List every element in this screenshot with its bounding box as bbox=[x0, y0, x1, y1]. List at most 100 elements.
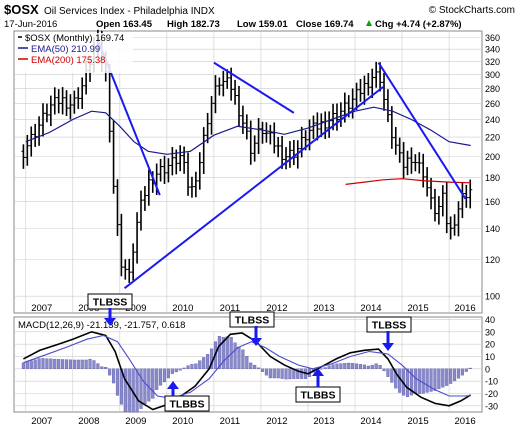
annotation-label: TLBSS bbox=[372, 320, 406, 332]
macd-histogram-bar bbox=[182, 367, 186, 369]
price-tick-label: 340 bbox=[485, 45, 500, 55]
macd-histogram-bar bbox=[100, 366, 104, 369]
macd-histogram-bar bbox=[237, 346, 241, 369]
macd-histogram-bar bbox=[374, 363, 378, 369]
macd-histogram-bar bbox=[300, 368, 304, 379]
macd-year-label: 2013 bbox=[313, 416, 334, 427]
macd-histogram-bar bbox=[288, 368, 292, 380]
price-year-label: 2009 bbox=[125, 303, 146, 314]
macd-histogram-bar bbox=[112, 368, 116, 384]
macd-histogram-bar bbox=[394, 368, 398, 389]
macd-histogram-bar bbox=[253, 364, 257, 369]
macd-histogram-bar bbox=[358, 364, 363, 369]
price-legend: $OSX (Monthly) 169.74 bbox=[25, 33, 124, 44]
brand-label[interactable]: © StockCharts.com bbox=[429, 5, 515, 16]
macd-year-label: 2010 bbox=[172, 416, 193, 427]
macd-histogram-bar bbox=[166, 368, 170, 379]
macd-histogram-bar bbox=[335, 363, 339, 369]
macd-tick-label: 40 bbox=[485, 315, 495, 325]
annotation-label: TLBSS bbox=[93, 297, 127, 309]
macd-histogram-bar bbox=[21, 362, 25, 369]
macd-histogram-bar bbox=[72, 359, 76, 369]
macd-histogram-bar bbox=[123, 368, 127, 412]
price-tick-label: 320 bbox=[485, 57, 500, 67]
price-year-label: 2011 bbox=[220, 303, 240, 314]
macd-histogram-bar bbox=[221, 337, 225, 369]
macd-histogram-bar bbox=[390, 368, 394, 383]
macd-histogram-bar bbox=[92, 360, 96, 369]
low-value: Low 159.01 bbox=[237, 19, 288, 30]
close-value: Close 169.74 bbox=[296, 19, 354, 30]
macd-histogram-bar bbox=[449, 368, 453, 384]
macd-tick-label: 30 bbox=[485, 327, 495, 337]
macd-histogram-bar bbox=[159, 368, 163, 386]
macd-year-label: 2016 bbox=[455, 416, 476, 427]
macd-histogram-bar bbox=[272, 368, 276, 379]
ticker-symbol: $OSX bbox=[4, 2, 39, 17]
macd-histogram-bar bbox=[327, 365, 331, 369]
macd-histogram-bar bbox=[84, 359, 88, 369]
macd-histogram-bar bbox=[339, 363, 343, 369]
macd-histogram-bar bbox=[53, 358, 57, 369]
macd-histogram-bar bbox=[155, 368, 159, 390]
macd-histogram-bar bbox=[115, 368, 120, 396]
macd-histogram-bar bbox=[260, 368, 265, 372]
macd-histogram-bar bbox=[162, 368, 167, 383]
price-tick-label: 260 bbox=[485, 99, 500, 109]
macd-histogram-bar bbox=[41, 358, 45, 369]
macd-histogram-bar bbox=[370, 364, 374, 369]
macd-tick-label: -10 bbox=[485, 377, 498, 387]
arrow-head-icon bbox=[104, 318, 116, 326]
macd-year-label: 2012 bbox=[266, 416, 287, 427]
annotation-box bbox=[229, 311, 275, 328]
index-name: Oil Services Index - Philadelphia INDX bbox=[44, 6, 215, 17]
macd-histogram-bar bbox=[429, 368, 433, 392]
date-label: 17-Jun-2016 bbox=[4, 19, 57, 30]
annotations: TLBSS TLBBS TLBSS TLBBS TLBSS bbox=[87, 293, 412, 412]
macd-histogram-bar bbox=[347, 362, 351, 369]
price-year-label: 2010 bbox=[172, 303, 193, 314]
macd-histogram-bar bbox=[61, 359, 65, 369]
annotation-label: TLBSS bbox=[235, 315, 269, 327]
macd-histogram-bar bbox=[245, 356, 249, 369]
macd-histogram-bar bbox=[441, 368, 445, 388]
macd-histogram-bar bbox=[351, 363, 355, 369]
macd-histogram-bar bbox=[464, 368, 468, 372]
arrow-head-icon bbox=[312, 368, 324, 376]
macd-histogram-bar bbox=[241, 349, 245, 369]
up-triangle-icon bbox=[366, 20, 372, 26]
trendline bbox=[377, 62, 467, 200]
arrow-head-icon bbox=[167, 381, 179, 389]
macd-histogram-bar bbox=[57, 359, 61, 369]
macd-histogram-bar bbox=[135, 368, 139, 413]
macd-histogram-bar bbox=[194, 363, 198, 369]
macd-histogram-bar bbox=[139, 368, 143, 409]
annotation-label: TLBBS bbox=[301, 390, 336, 402]
macd-histogram-bar bbox=[29, 360, 33, 369]
macd-histogram-bar bbox=[405, 368, 410, 397]
macd-histogram-bar bbox=[49, 358, 53, 369]
macd-x-axis: 2007 2008 2009 2010 2011 2012 2013 2014 2015 2016 bbox=[31, 416, 475, 427]
macd-histogram-bar bbox=[264, 368, 268, 376]
macd-histogram-bar bbox=[104, 367, 108, 369]
price-tick-label: 160 bbox=[485, 197, 500, 207]
macd-histogram-bar bbox=[151, 368, 155, 399]
price-year-label: 2014 bbox=[360, 303, 381, 314]
macd-histogram-bar bbox=[233, 342, 237, 369]
signal-line bbox=[23, 334, 471, 399]
open-value: Open 163.45 bbox=[96, 19, 153, 30]
arrow-head-icon bbox=[250, 338, 262, 346]
macd-histogram-bar bbox=[76, 359, 80, 369]
macd-histogram-bar bbox=[355, 363, 359, 369]
price-grid bbox=[14, 31, 482, 313]
macd-histogram-bar bbox=[33, 359, 37, 369]
price-tick-label: 120 bbox=[485, 255, 500, 265]
macd-year-label: 2014 bbox=[360, 416, 381, 427]
macd-tick-label: 20 bbox=[485, 340, 495, 350]
annotation-box bbox=[164, 395, 210, 412]
trendline bbox=[213, 61, 295, 114]
high-value: High 182.73 bbox=[167, 19, 220, 30]
price-year-label: 2015 bbox=[407, 303, 428, 314]
macd-year-label: 2015 bbox=[407, 416, 428, 427]
